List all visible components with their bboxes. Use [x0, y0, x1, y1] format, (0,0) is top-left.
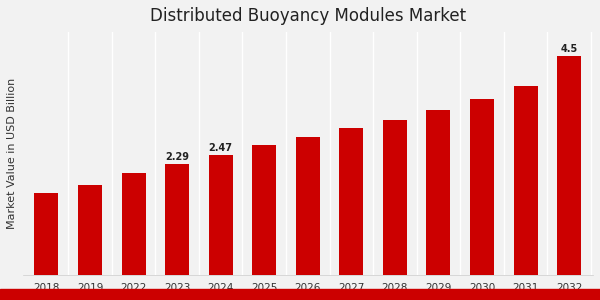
Bar — [34, 193, 58, 275]
Bar — [78, 185, 102, 275]
Bar — [557, 56, 581, 275]
Bar — [296, 137, 320, 275]
Text: 4.5: 4.5 — [560, 44, 578, 54]
Bar — [165, 164, 189, 275]
Bar — [209, 155, 233, 275]
Text: 2.47: 2.47 — [209, 143, 233, 153]
Bar — [514, 85, 538, 275]
Bar — [427, 110, 451, 275]
Bar — [383, 120, 407, 275]
Text: 2.29: 2.29 — [165, 152, 189, 161]
Bar — [340, 128, 364, 275]
Y-axis label: Market Value in USD Billion: Market Value in USD Billion — [7, 78, 17, 230]
Bar — [122, 173, 146, 275]
Bar — [252, 145, 276, 275]
Bar — [470, 99, 494, 275]
Title: Distributed Buoyancy Modules Market: Distributed Buoyancy Modules Market — [150, 7, 466, 25]
